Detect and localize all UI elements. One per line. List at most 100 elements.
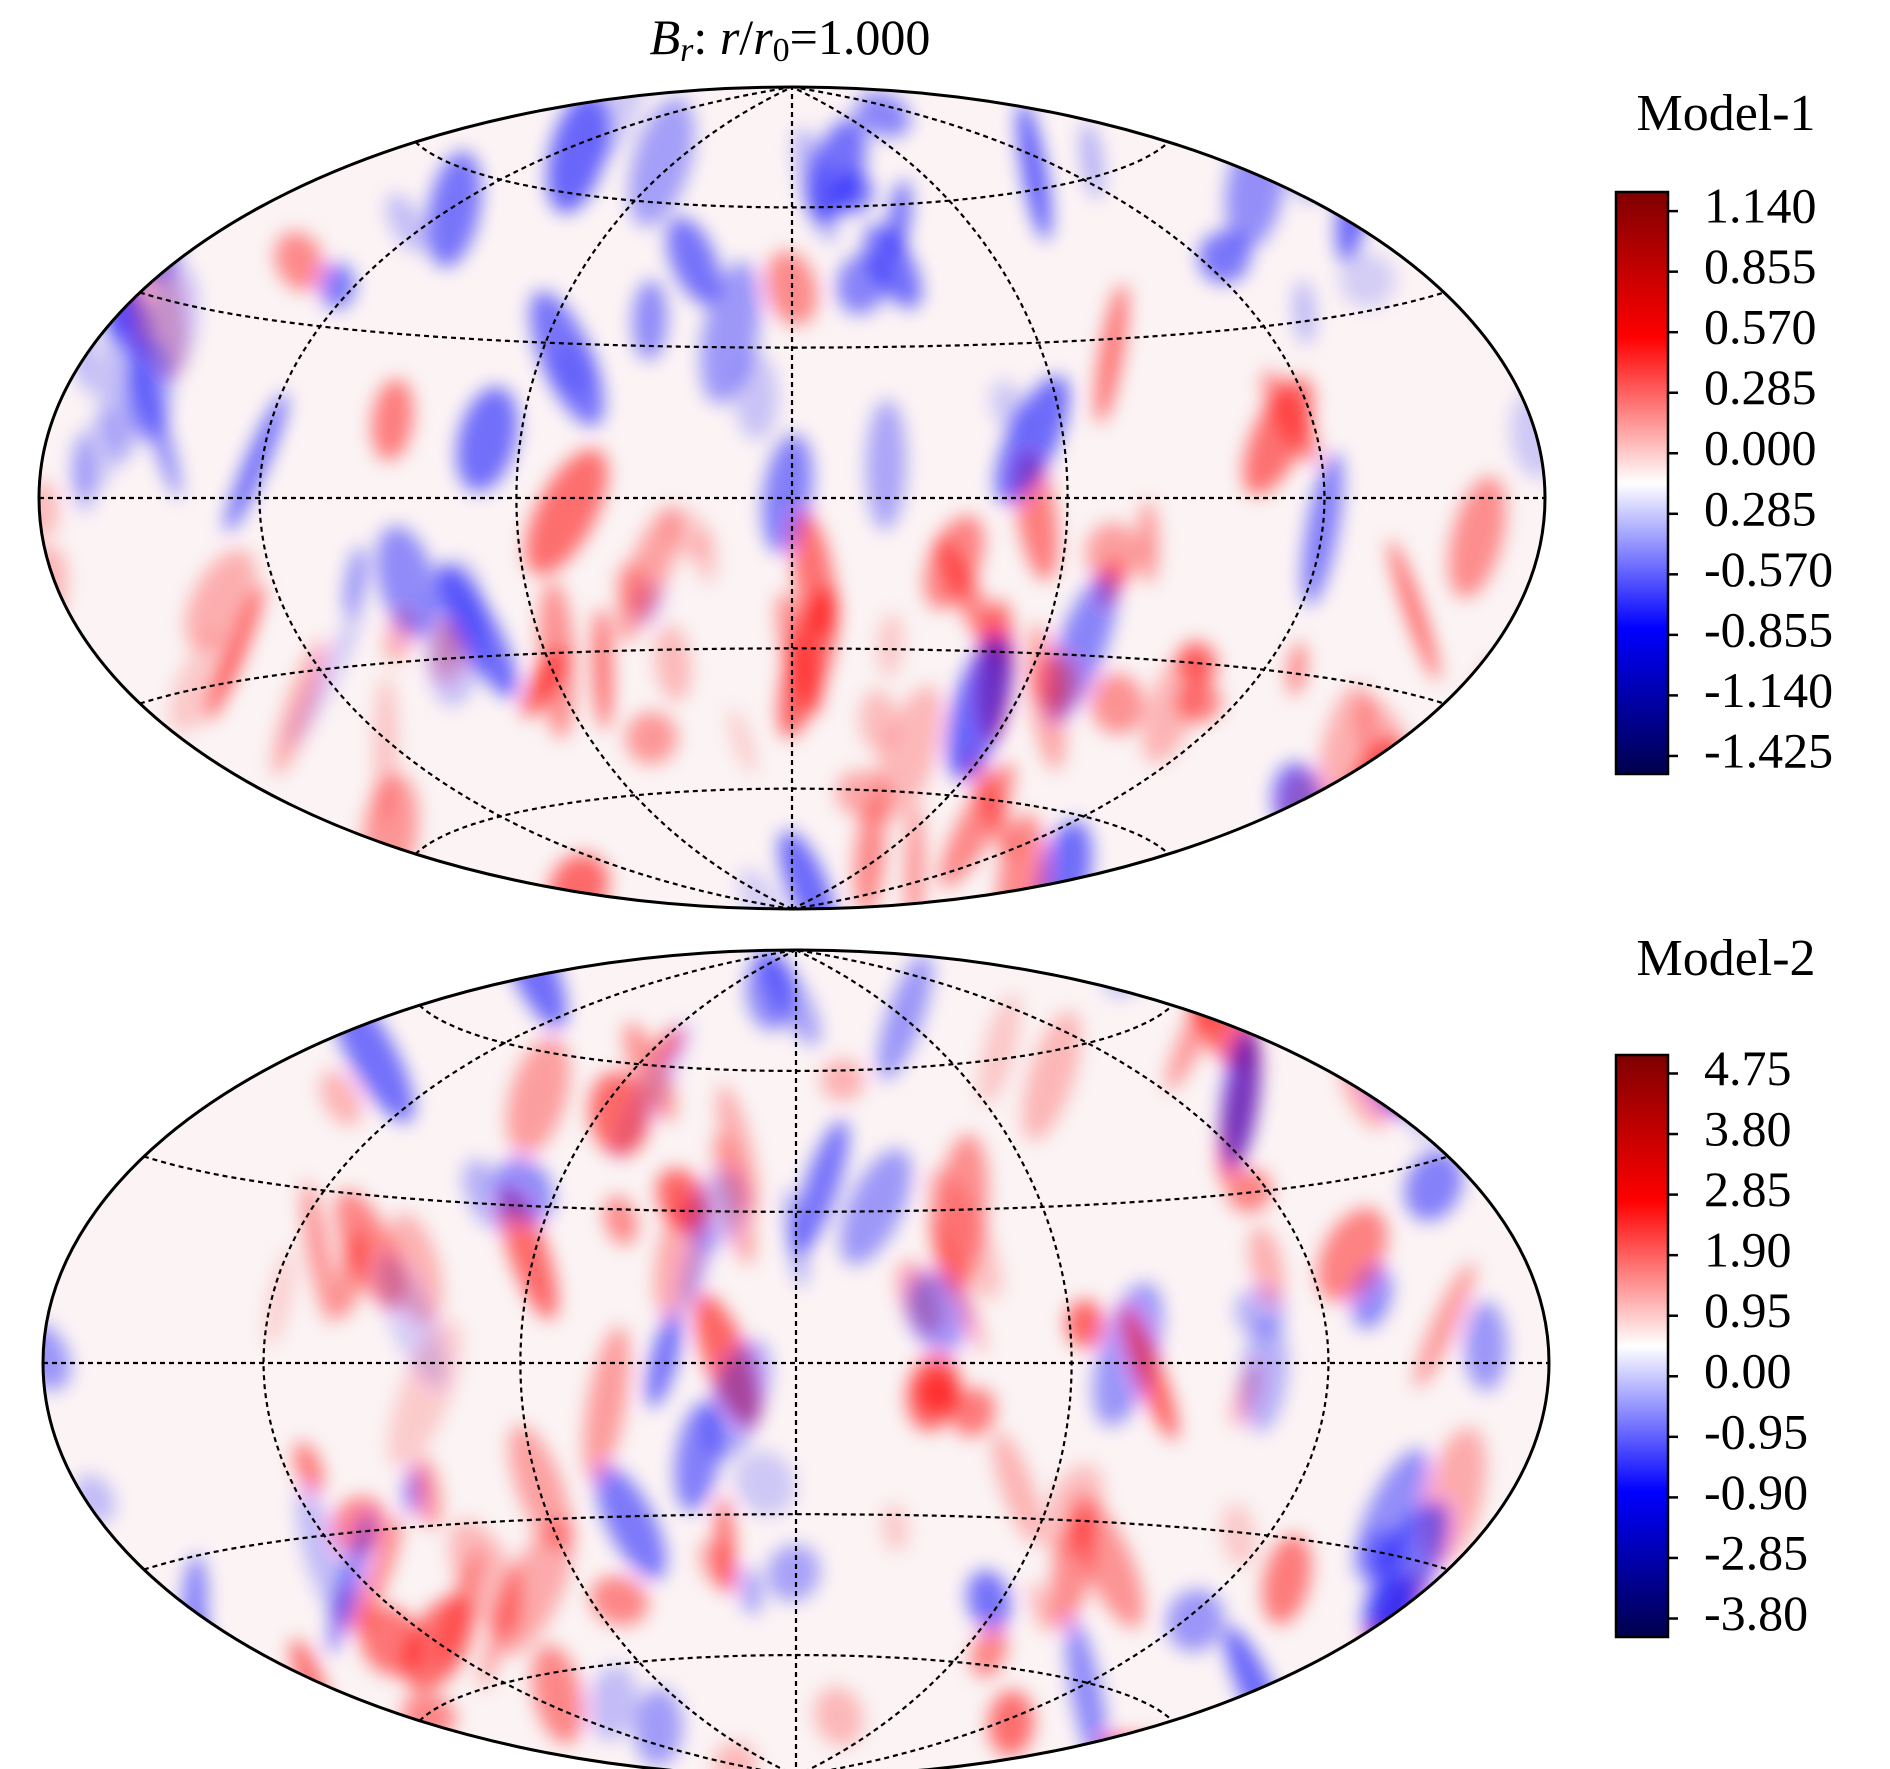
field-blob [1080, 122, 1103, 198]
colorbar [1614, 190, 1670, 776]
field-blob [590, 1575, 649, 1626]
map-outline [37, 85, 1547, 911]
field-blob [1029, 1583, 1054, 1634]
field-blob [1240, 950, 1283, 979]
field-blob [1408, 87, 1443, 110]
field-blob [1293, 280, 1316, 345]
field-blobs [39, 87, 1545, 909]
field-blob [1457, 996, 1510, 1066]
field-blob [840, 1148, 912, 1265]
field-blob [939, 763, 1015, 887]
field-blob [374, 675, 397, 827]
field-blob [864, 224, 922, 309]
field-blob [694, 530, 718, 584]
field-blob [737, 1566, 763, 1615]
field-blob [272, 640, 326, 776]
field-blob [604, 1195, 638, 1246]
field-blob [1085, 522, 1142, 585]
field-blob [1404, 1150, 1463, 1221]
parallel [139, 291, 1445, 349]
colorbar-tick-label: 0.00 [1704, 1343, 1792, 1399]
field-blob [265, 1248, 296, 1347]
field-blob [274, 231, 325, 291]
field-blob [589, 1071, 649, 1157]
map-outline [41, 948, 1551, 1769]
field-blob [1362, 1669, 1438, 1769]
field-blob [538, 580, 576, 739]
field-blob [436, 564, 518, 698]
field-blob [426, 151, 482, 268]
field-blob [1325, 1660, 1381, 1767]
field-blob [1138, 500, 1159, 584]
title-part: r [680, 32, 694, 69]
title-part: : [693, 9, 719, 65]
field-blob [717, 1084, 759, 1216]
colorbar-tick-label: -3.80 [1704, 1585, 1808, 1641]
parallel [143, 1155, 1449, 1213]
field-blob [40, 777, 100, 897]
field-blob [814, 1686, 864, 1746]
field-blob [525, 449, 608, 575]
field-blob [1142, 652, 1201, 764]
field-blob [917, 1371, 959, 1413]
colorbar-tick-label: 0.95 [1704, 1282, 1792, 1338]
field-blob [1134, 1729, 1161, 1769]
title-part: r [720, 9, 740, 65]
field-blob [1022, 1011, 1081, 1141]
field-blob [654, 624, 692, 702]
field-blob [72, 411, 124, 496]
field-blob [171, 87, 209, 178]
field-blob [765, 251, 818, 326]
field-blob [1288, 642, 1306, 696]
field-blob [593, 607, 612, 730]
field-blob [156, 1620, 214, 1753]
field-blob [185, 549, 257, 650]
field-blob [995, 375, 1070, 504]
field-blob [413, 1457, 441, 1529]
field-blob [76, 777, 150, 905]
field-blob [1027, 623, 1066, 771]
field-blob [1354, 1448, 1430, 1581]
parallel [139, 647, 1445, 705]
field-blob [1464, 1301, 1507, 1391]
field-blob [1090, 673, 1145, 735]
field-blob [929, 1216, 985, 1353]
field-blob [87, 1600, 122, 1688]
field-blob [874, 685, 944, 824]
field-blob [951, 1387, 996, 1437]
field-blob [79, 176, 111, 222]
field-blob [332, 1496, 388, 1554]
field-blob [583, 1326, 630, 1482]
field-blob [587, 1665, 638, 1741]
field-blob [39, 87, 86, 191]
field-blob [1448, 476, 1506, 598]
figure-title: Br: r/r0=1.000 [650, 9, 931, 68]
field-blob [145, 263, 198, 384]
field-blob [1198, 231, 1250, 284]
field-blob [49, 1034, 92, 1077]
parallel [414, 141, 1170, 209]
field-blob [836, 770, 892, 819]
field-blob [632, 280, 668, 361]
field-blob [807, 118, 867, 222]
field-blob [1466, 1661, 1498, 1722]
meridian [795, 948, 1330, 1769]
field-blob [1166, 1589, 1225, 1652]
field-blob [39, 88, 91, 153]
field-blob [319, 1070, 363, 1126]
field-blob [1093, 1282, 1163, 1427]
colorbar-tick-label: 1.140 [1704, 178, 1817, 234]
field-blob [301, 1181, 337, 1325]
field-blob [70, 100, 97, 209]
field-blob [628, 97, 695, 227]
field-blob [728, 708, 756, 774]
field-blob [625, 711, 678, 765]
field-blob [924, 515, 984, 610]
field-blob [1415, 878, 1466, 909]
field-blob [1392, 764, 1432, 903]
field-blob [794, 1120, 849, 1253]
field-blob [376, 525, 438, 638]
field-blob [1487, 1064, 1549, 1170]
title-part: / [739, 9, 753, 65]
